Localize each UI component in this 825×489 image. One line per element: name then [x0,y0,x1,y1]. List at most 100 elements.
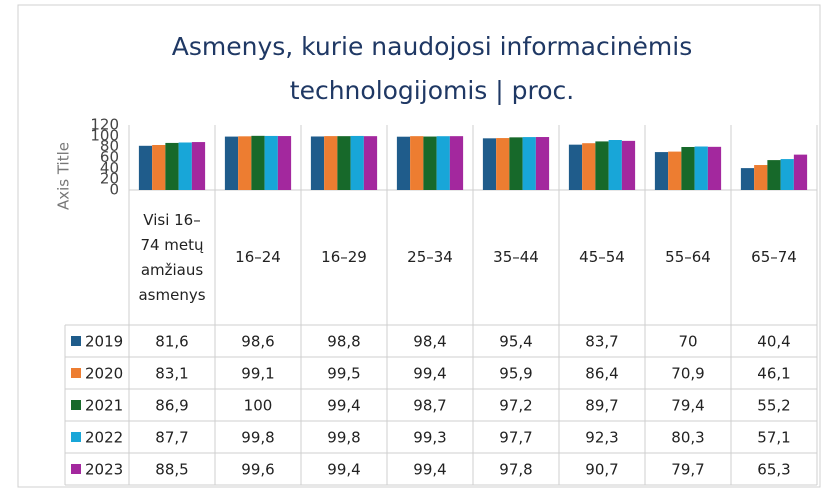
category-cell: 65–74 [751,248,797,266]
y-tick-label: 60 [100,148,119,166]
legend-label: 2020 [85,365,123,383]
bar [410,136,424,190]
table-value: 98,8 [327,333,360,351]
table-value: 88,5 [155,461,188,479]
bar [363,136,378,190]
table-value: 97,8 [499,461,532,479]
table-value: 99,6 [241,461,274,479]
chart-frame [17,4,821,488]
x-tick-label: 35–44 [493,248,539,266]
table-value: 99,8 [327,429,360,447]
table-value: 95,4 [499,333,532,351]
table-value: 86,4 [585,365,618,383]
table-value: 79,7 [671,461,704,479]
bar [337,136,351,190]
bar [568,144,583,190]
table-value: 99,4 [327,397,360,415]
bar [740,168,755,190]
x-tick-label: 45–54 [579,248,625,266]
category-cell: Visi 16–74 metų amžiaus asmenys [138,211,205,304]
legend-label: 2023 [85,461,123,479]
table-value: 99,4 [413,461,446,479]
legend-swatch [71,464,81,474]
bar [582,143,596,190]
bar [482,138,497,190]
bar [496,138,510,190]
bar [165,142,179,190]
bar [277,136,292,190]
bar [396,136,411,190]
table-value: 98,4 [413,333,446,351]
table-value: 99,8 [241,429,274,447]
table-value: 83,1 [155,365,188,383]
table-value: 100 [244,397,273,415]
legend-swatch [71,368,81,378]
bar [535,137,550,190]
x-tick-label: 55–64 [665,248,711,266]
bar [654,152,669,190]
bar [509,137,523,190]
category-cell: 35–44 [493,248,539,266]
y-tick-label: 20 [100,170,119,188]
title-line: Asmenys, kurie naudojosi informacinėmis [172,32,693,61]
bar [595,141,609,190]
y-tick-label: 100 [90,126,119,144]
legend-label: 2021 [85,397,123,415]
table-value: 70,9 [671,365,704,383]
category-cell: 45–54 [579,248,625,266]
bar [608,140,622,190]
x-tick-label: 25–34 [407,248,453,266]
table-value: 99,1 [241,365,274,383]
table-value: 83,7 [585,333,618,351]
legend-swatch [71,432,81,442]
table-value: 86,9 [155,397,188,415]
table-value: 81,6 [155,333,188,351]
table-value: 98,7 [413,397,446,415]
category-cell: 16–29 [321,248,367,266]
bar [449,136,464,190]
category-cell: 55–64 [665,248,711,266]
x-tick-label: 16–24 [235,248,281,266]
bar [264,135,278,190]
table-value: 97,2 [499,397,532,415]
x-tick-label: 65–74 [751,248,797,266]
bar [350,135,364,190]
table-value: 79,4 [671,397,704,415]
table-value: 99,4 [327,461,360,479]
legend-label: 2019 [85,333,123,351]
bar [251,135,265,190]
table-value: 99,5 [327,365,360,383]
bar [191,142,206,190]
bar [754,165,768,190]
table-value: 98,6 [241,333,274,351]
table-value: 55,2 [757,397,790,415]
bar [780,159,794,190]
y-axis-title: Axis Title [55,142,73,210]
y-tick-label: 40 [100,159,119,177]
table-value: 95,9 [499,365,532,383]
table-value: 92,3 [585,429,618,447]
table-value: 97,7 [499,429,532,447]
bar [668,151,682,190]
table-value: 87,7 [155,429,188,447]
y-tick-label: 80 [100,137,119,155]
bar [436,136,450,190]
bar [793,154,808,190]
bar [694,146,708,190]
table-value: 65,3 [757,461,790,479]
bar [423,136,437,190]
bar [522,137,536,190]
bar [310,136,325,190]
title-line: technologijomis | proc. [290,76,574,105]
legend-swatch [71,336,81,346]
category-cell: 16–24 [235,248,281,266]
y-tick-label: 0 [109,181,119,199]
table-value: 80,3 [671,429,704,447]
x-tick-label: 16–29 [321,248,367,266]
bar [238,136,252,190]
table-value: 99,3 [413,429,446,447]
table-value: 90,7 [585,461,618,479]
bar [138,145,153,190]
table-value: 46,1 [757,365,790,383]
